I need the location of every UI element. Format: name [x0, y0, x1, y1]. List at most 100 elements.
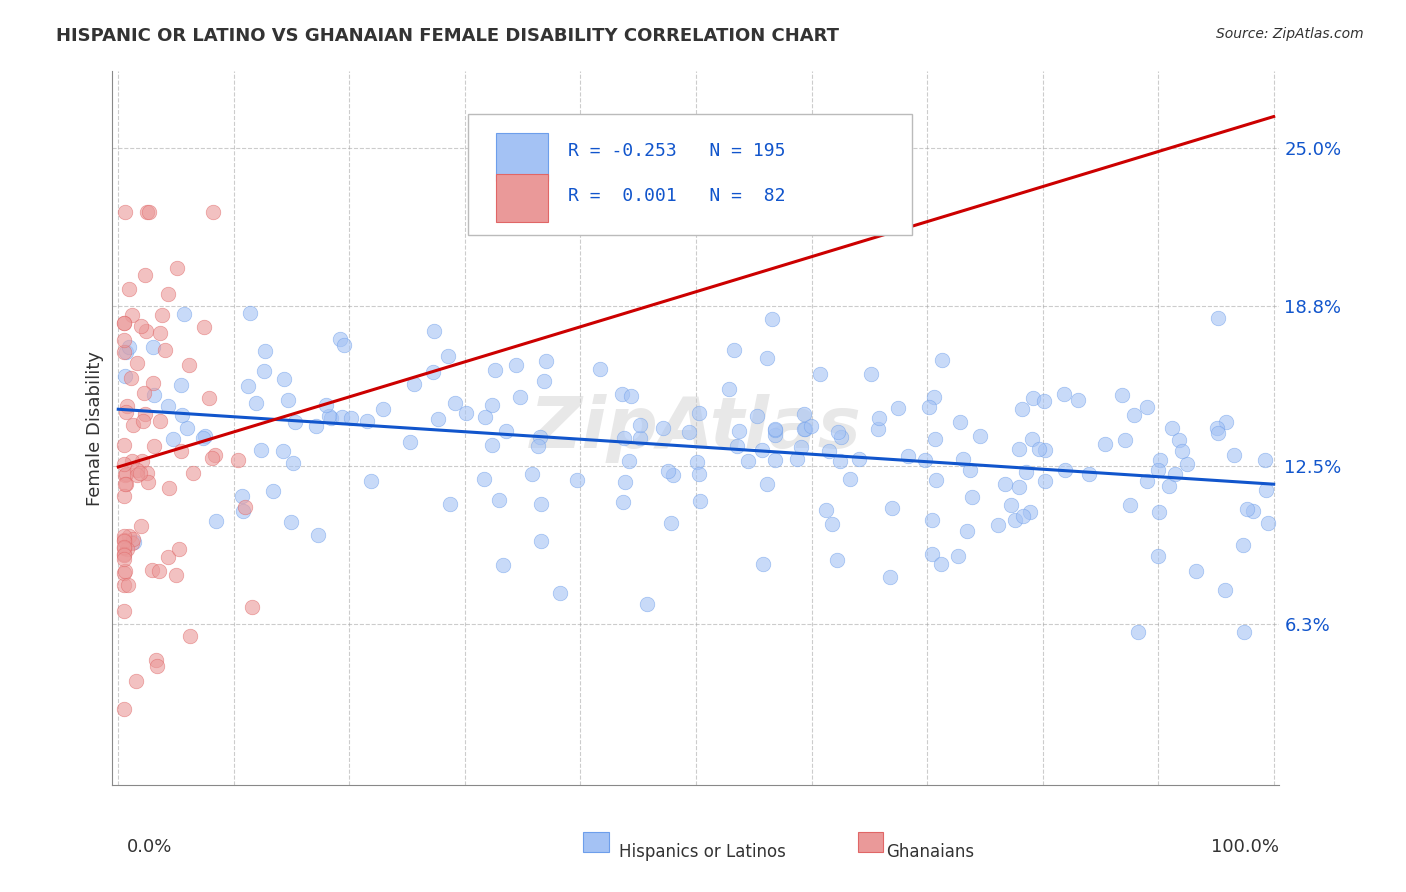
- Point: [652, 421, 675, 435]
- Point: [399, 435, 422, 450]
- Point: [122, 417, 145, 432]
- Point: [1007, 481, 1029, 495]
- Point: [751, 442, 773, 457]
- Point: [205, 514, 228, 528]
- Point: [142, 376, 165, 390]
- Point: [141, 562, 163, 576]
- Point: [821, 517, 844, 532]
- Text: HISPANIC OR LATINO VS GHANAIAN FEMALE DISABILITY CORRELATION CHART: HISPANIC OR LATINO VS GHANAIAN FEMALE DI…: [56, 27, 839, 45]
- Point: [859, 367, 882, 381]
- Point: [1011, 402, 1033, 417]
- Point: [157, 481, 180, 495]
- Point: [112, 533, 135, 547]
- Point: [1018, 505, 1040, 519]
- Point: [112, 333, 135, 347]
- Point: [745, 409, 768, 423]
- Point: [250, 443, 273, 458]
- Point: [1135, 474, 1157, 488]
- Point: [132, 385, 155, 400]
- FancyBboxPatch shape: [496, 133, 548, 180]
- Point: [1033, 442, 1056, 457]
- Point: [277, 392, 299, 407]
- Point: [952, 452, 974, 467]
- Point: [157, 400, 180, 414]
- Point: [1119, 498, 1142, 512]
- Point: [125, 467, 148, 482]
- Point: [112, 540, 135, 554]
- Point: [439, 497, 461, 511]
- Point: [1021, 432, 1043, 446]
- Point: [527, 439, 550, 453]
- Point: [960, 490, 983, 504]
- Text: Hispanics or Latinos: Hispanics or Latinos: [619, 843, 786, 861]
- Point: [136, 475, 159, 489]
- Point: [112, 438, 135, 452]
- Point: [825, 552, 848, 566]
- Point: [280, 516, 302, 530]
- Point: [340, 410, 363, 425]
- Point: [121, 308, 143, 322]
- Point: [112, 533, 135, 548]
- Point: [755, 477, 778, 491]
- Point: [814, 503, 837, 517]
- Point: [283, 415, 305, 429]
- Point: [689, 494, 711, 508]
- Point: [236, 379, 259, 393]
- Point: [725, 439, 748, 453]
- Point: [112, 316, 135, 330]
- Point: [422, 324, 444, 338]
- Point: [763, 427, 786, 442]
- Point: [1256, 483, 1278, 497]
- Point: [112, 547, 135, 561]
- Point: [481, 438, 503, 452]
- Point: [114, 467, 136, 481]
- Point: [112, 457, 135, 471]
- Point: [659, 516, 682, 531]
- Point: [786, 452, 808, 467]
- Point: [1168, 434, 1191, 448]
- Point: [112, 490, 135, 504]
- FancyBboxPatch shape: [468, 114, 912, 235]
- Point: [422, 365, 444, 379]
- Point: [115, 477, 138, 491]
- Text: Source: ZipAtlas.com: Source: ZipAtlas.com: [1216, 27, 1364, 41]
- Point: [688, 467, 710, 481]
- Point: [125, 673, 148, 688]
- Point: [808, 367, 831, 381]
- Point: [112, 566, 135, 580]
- Point: [271, 444, 294, 458]
- Point: [148, 565, 170, 579]
- Point: [1149, 453, 1171, 467]
- Point: [612, 387, 634, 401]
- Text: 0.0%: 0.0%: [127, 838, 172, 856]
- Point: [191, 431, 214, 445]
- Point: [1215, 415, 1237, 429]
- Point: [799, 419, 821, 434]
- Point: [686, 455, 709, 469]
- Point: [880, 500, 903, 515]
- Point: [179, 629, 201, 643]
- Point: [925, 473, 948, 487]
- Point: [181, 466, 204, 480]
- Point: [165, 568, 187, 582]
- Point: [157, 550, 180, 565]
- Point: [1033, 474, 1056, 488]
- Point: [143, 388, 166, 402]
- Point: [141, 340, 163, 354]
- Point: [134, 268, 156, 282]
- Point: [662, 467, 685, 482]
- Point: [117, 541, 139, 556]
- Point: [204, 449, 226, 463]
- Point: [481, 398, 503, 412]
- Point: [371, 402, 394, 417]
- Point: [617, 454, 640, 468]
- Point: [763, 422, 786, 436]
- Point: [969, 429, 991, 443]
- Point: [115, 405, 138, 419]
- Point: [112, 604, 135, 618]
- Point: [127, 356, 149, 370]
- Point: [156, 287, 179, 301]
- Point: [173, 307, 195, 321]
- Point: [134, 407, 156, 421]
- Point: [917, 400, 939, 414]
